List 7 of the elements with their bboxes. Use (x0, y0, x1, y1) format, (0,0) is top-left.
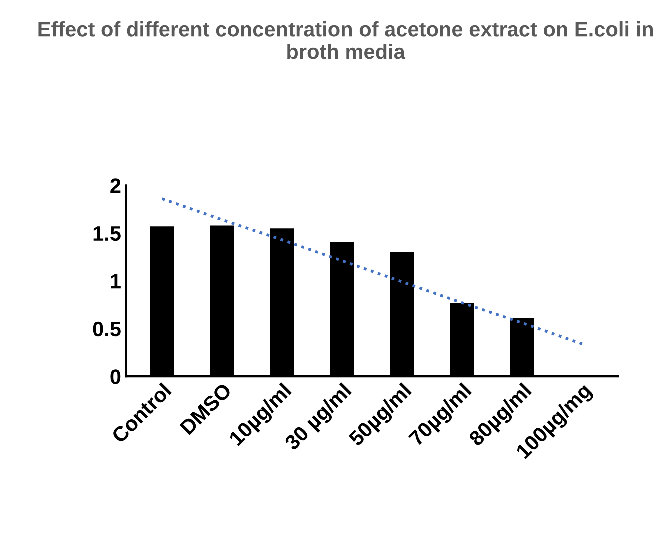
y-tick-label: 0.5 (93, 322, 121, 337)
y-tick-label: 1.5 (94, 226, 121, 242)
y-tick-label: 0 (110, 370, 121, 384)
chart-title: Effect of different concentration of acetone extract on E.coli in broth media (38, 22, 654, 60)
y-tick-label: 2 (110, 178, 121, 194)
line-series (160, 198, 584, 346)
y-tick-label: 1 (111, 274, 121, 289)
